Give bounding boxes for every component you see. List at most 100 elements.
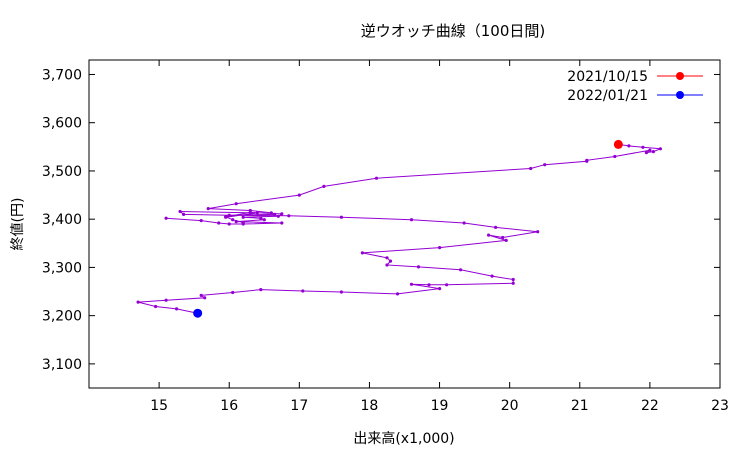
data-point (501, 235, 505, 240)
data-point (175, 307, 179, 311)
plot-frame (88, 59, 721, 389)
series-layer (136, 142, 663, 315)
data-point (641, 145, 645, 149)
highlight-layer (193, 139, 623, 318)
data-point (287, 214, 291, 218)
y-tick-label: 3,400 (42, 212, 82, 228)
x-tick-label: 23 (711, 398, 729, 414)
legend-label: 2021/10/15 (567, 69, 648, 85)
data-point (234, 220, 238, 224)
data-point (459, 268, 463, 272)
data-point (374, 176, 379, 180)
data-point (648, 148, 652, 152)
data-point (543, 163, 547, 167)
data-point (262, 218, 266, 222)
data-point (360, 251, 364, 255)
data-point (224, 215, 228, 219)
data-point (438, 287, 442, 291)
data-point (613, 154, 617, 159)
data-point (409, 218, 414, 222)
data-point (227, 222, 231, 226)
y-tick-label: 3,200 (42, 309, 82, 325)
data-point (234, 202, 238, 206)
data-point (203, 296, 207, 300)
legend-entry-1: 2021/10/15 (567, 69, 703, 85)
data-point (339, 215, 343, 219)
y-tick-label: 3,600 (42, 116, 82, 132)
data-point (164, 216, 168, 220)
data-point (199, 219, 203, 223)
data-point (445, 283, 449, 287)
data-point (259, 216, 263, 220)
data-point (388, 259, 393, 263)
data-point (658, 147, 663, 151)
data-point (136, 300, 140, 304)
data-point (164, 298, 168, 302)
data-point (494, 225, 498, 229)
chart-title: 逆ウオッチ曲線（100日間) (361, 22, 545, 40)
data-point (248, 210, 252, 214)
data-point (427, 283, 431, 287)
x-tick-label: 22 (641, 398, 659, 414)
data-point (231, 218, 235, 222)
x-tick-label: 15 (150, 398, 168, 414)
y-tick-label: 3,100 (42, 357, 82, 373)
data-point (651, 150, 656, 154)
data-point (280, 212, 284, 216)
data-point (529, 166, 533, 171)
data-point (339, 290, 343, 294)
x-tick-label: 16 (220, 398, 238, 414)
legend-label: 2022/01/21 (567, 88, 648, 104)
x-tick-label: 17 (290, 398, 308, 414)
x-axis: 15 16 17 18 19 20 21 22 23 (150, 60, 729, 414)
legend-marker (676, 72, 684, 80)
data-point (241, 215, 245, 219)
y-axis: 3,100 3,200 3,300 3,400 3,500 3,600 3,700 (42, 67, 720, 373)
data-point (297, 193, 301, 197)
series-line-2 (166, 211, 284, 225)
highlight-marker-2 (193, 308, 203, 318)
data-point (504, 238, 508, 242)
legend: 2021/10/15 2022/01/21 (567, 69, 703, 104)
y-tick-label: 3,700 (42, 67, 82, 83)
data-point (385, 256, 389, 260)
x-tick-label: 20 (501, 398, 519, 414)
data-point (395, 292, 400, 296)
data-point (231, 290, 235, 295)
data-point (438, 246, 442, 250)
data-point (280, 221, 284, 225)
data-point (416, 265, 421, 269)
data-point (182, 212, 186, 216)
data-point (178, 209, 182, 214)
y-tick-label: 3,300 (42, 260, 82, 276)
data-point (385, 263, 389, 267)
data-point (644, 151, 649, 155)
data-point (217, 221, 221, 225)
data-point (490, 274, 494, 278)
data-point (276, 214, 280, 218)
data-point (627, 144, 631, 148)
series-line-1 (137, 143, 661, 314)
x-tick-label: 18 (361, 398, 379, 414)
data-point (322, 184, 326, 188)
data-point (199, 293, 203, 297)
data-point (511, 281, 515, 285)
legend-entry-2: 2022/01/21 (567, 88, 703, 104)
data-point (462, 221, 466, 225)
data-point (154, 304, 158, 309)
data-point (259, 288, 263, 292)
data-point (409, 282, 414, 286)
data-point (487, 233, 491, 237)
x-tick-label: 19 (431, 398, 449, 414)
data-point (301, 289, 305, 293)
data-point (241, 221, 245, 225)
x-tick-label: 21 (571, 398, 589, 414)
legend-marker (676, 91, 684, 99)
y-axis-label: 終値(円) (10, 198, 26, 251)
y-tick-label: 3,500 (42, 164, 82, 180)
data-point (585, 159, 589, 163)
x-axis-label: 出来高(x1,000) (353, 430, 454, 447)
data-point (206, 207, 210, 211)
data-point (511, 277, 515, 282)
